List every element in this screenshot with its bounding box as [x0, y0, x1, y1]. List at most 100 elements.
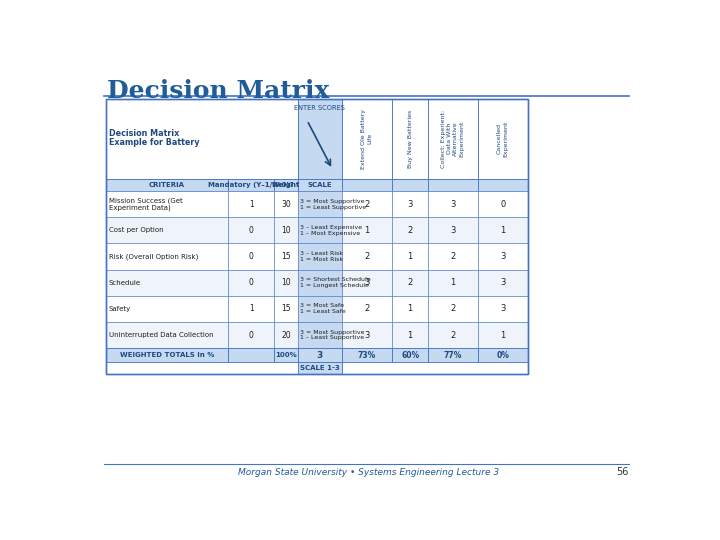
Text: Extend Ole Battery
Life: Extend Ole Battery Life	[361, 109, 373, 168]
Bar	[297, 362, 342, 374]
Bar	[106, 348, 228, 362]
Bar	[392, 191, 428, 217]
Bar	[297, 191, 342, 217]
Bar	[228, 179, 274, 191]
Text: 1: 1	[249, 200, 253, 208]
Text: 10: 10	[282, 278, 291, 287]
Text: 3 = Most Safe
1 = Least Safe: 3 = Most Safe 1 = Least Safe	[300, 303, 346, 314]
Text: Weight: Weight	[272, 182, 300, 188]
Bar	[274, 348, 297, 362]
Bar	[392, 179, 428, 191]
Bar	[106, 269, 228, 296]
Bar	[342, 322, 392, 348]
Bar	[274, 322, 297, 348]
Text: 2: 2	[364, 305, 369, 313]
Bar	[297, 322, 342, 348]
Text: 2: 2	[450, 252, 455, 261]
Bar	[106, 191, 228, 217]
Text: Cancelled
Experiment: Cancelled Experiment	[497, 120, 508, 157]
Bar	[106, 217, 228, 244]
Bar	[228, 269, 274, 296]
Text: 3 = Most Supportive
1 = Least Supportive: 3 = Most Supportive 1 = Least Supportive	[300, 199, 366, 210]
Bar	[106, 322, 228, 348]
Bar	[297, 99, 342, 179]
Text: Uninterrupted Data Collection: Uninterrupted Data Collection	[109, 332, 213, 338]
Bar	[477, 244, 528, 269]
Text: 1: 1	[408, 330, 413, 340]
Bar	[428, 348, 477, 362]
Bar	[428, 179, 477, 191]
Bar	[106, 99, 297, 179]
Bar	[342, 191, 392, 217]
Text: Risk (Overall Option Risk): Risk (Overall Option Risk)	[109, 253, 198, 260]
Text: CRITERIA: CRITERIA	[149, 182, 185, 188]
Text: Cost per Option: Cost per Option	[109, 227, 163, 233]
Bar	[342, 99, 392, 179]
Text: 0: 0	[249, 226, 253, 235]
Bar	[392, 296, 428, 322]
Text: 3 – Least Expensive
1 – Most Expensive: 3 – Least Expensive 1 – Most Expensive	[300, 225, 362, 236]
Text: 3: 3	[500, 305, 505, 313]
Bar	[342, 217, 392, 244]
Bar	[297, 348, 342, 362]
Bar	[392, 269, 428, 296]
Text: Example for Battery: Example for Battery	[109, 138, 200, 147]
Text: Collect: Experient:
Data With
Alternative
Experiment: Collect: Experient: Data With Alternativ…	[441, 110, 464, 168]
Text: Morgan State University • Systems Engineering Lecture 3: Morgan State University • Systems Engine…	[238, 468, 500, 477]
Text: 2: 2	[450, 330, 455, 340]
Text: 1: 1	[249, 305, 253, 313]
Text: 100%: 100%	[275, 352, 297, 358]
Text: 3 = Shortest Schedule
1 = Longest Schedule: 3 = Shortest Schedule 1 = Longest Schedu…	[300, 278, 371, 288]
Bar	[428, 269, 477, 296]
Text: 2: 2	[450, 305, 455, 313]
Bar	[428, 191, 477, 217]
Text: Mandatory (Y–1/N–0)?: Mandatory (Y–1/N–0)?	[208, 182, 294, 188]
Bar	[342, 179, 392, 191]
Bar	[274, 217, 297, 244]
Bar	[297, 296, 342, 322]
Text: 1: 1	[500, 330, 505, 340]
Bar	[297, 269, 342, 296]
Text: 3: 3	[500, 278, 505, 287]
Text: 0%: 0%	[496, 350, 509, 360]
Text: 2: 2	[364, 252, 369, 261]
Text: Mission Success (Get
Experiment Data): Mission Success (Get Experiment Data)	[109, 197, 182, 211]
Text: 2: 2	[364, 200, 369, 208]
Text: 1: 1	[408, 252, 413, 261]
Bar	[342, 296, 392, 322]
Text: Decision Matrix: Decision Matrix	[109, 129, 179, 138]
Text: 30: 30	[282, 200, 291, 208]
Bar	[392, 217, 428, 244]
Bar	[297, 244, 342, 269]
Text: 0: 0	[249, 330, 253, 340]
Bar	[106, 244, 228, 269]
Bar	[228, 322, 274, 348]
Text: 77%: 77%	[444, 350, 462, 360]
Bar	[106, 99, 528, 374]
Bar	[274, 269, 297, 296]
Text: 1: 1	[408, 305, 413, 313]
Text: 60%: 60%	[401, 350, 419, 360]
Text: 1: 1	[500, 226, 505, 235]
Bar	[392, 244, 428, 269]
Text: ENTER SCORES: ENTER SCORES	[294, 105, 345, 111]
Text: 0: 0	[249, 252, 253, 261]
Bar	[228, 244, 274, 269]
Bar	[428, 99, 477, 179]
Text: 1: 1	[364, 226, 369, 235]
Bar	[228, 191, 274, 217]
Text: 3: 3	[408, 200, 413, 208]
Text: 15: 15	[282, 305, 291, 313]
Bar	[428, 244, 477, 269]
Bar	[274, 191, 297, 217]
Text: 3: 3	[450, 226, 455, 235]
Text: 3 – Least Risk
1 = Most Risk: 3 – Least Risk 1 = Most Risk	[300, 251, 343, 262]
Text: 2: 2	[408, 226, 413, 235]
Text: 3: 3	[364, 330, 370, 340]
Bar	[392, 322, 428, 348]
Bar	[428, 217, 477, 244]
Text: 2: 2	[408, 278, 413, 287]
Bar	[228, 296, 274, 322]
Bar	[428, 322, 477, 348]
Bar	[274, 296, 297, 322]
